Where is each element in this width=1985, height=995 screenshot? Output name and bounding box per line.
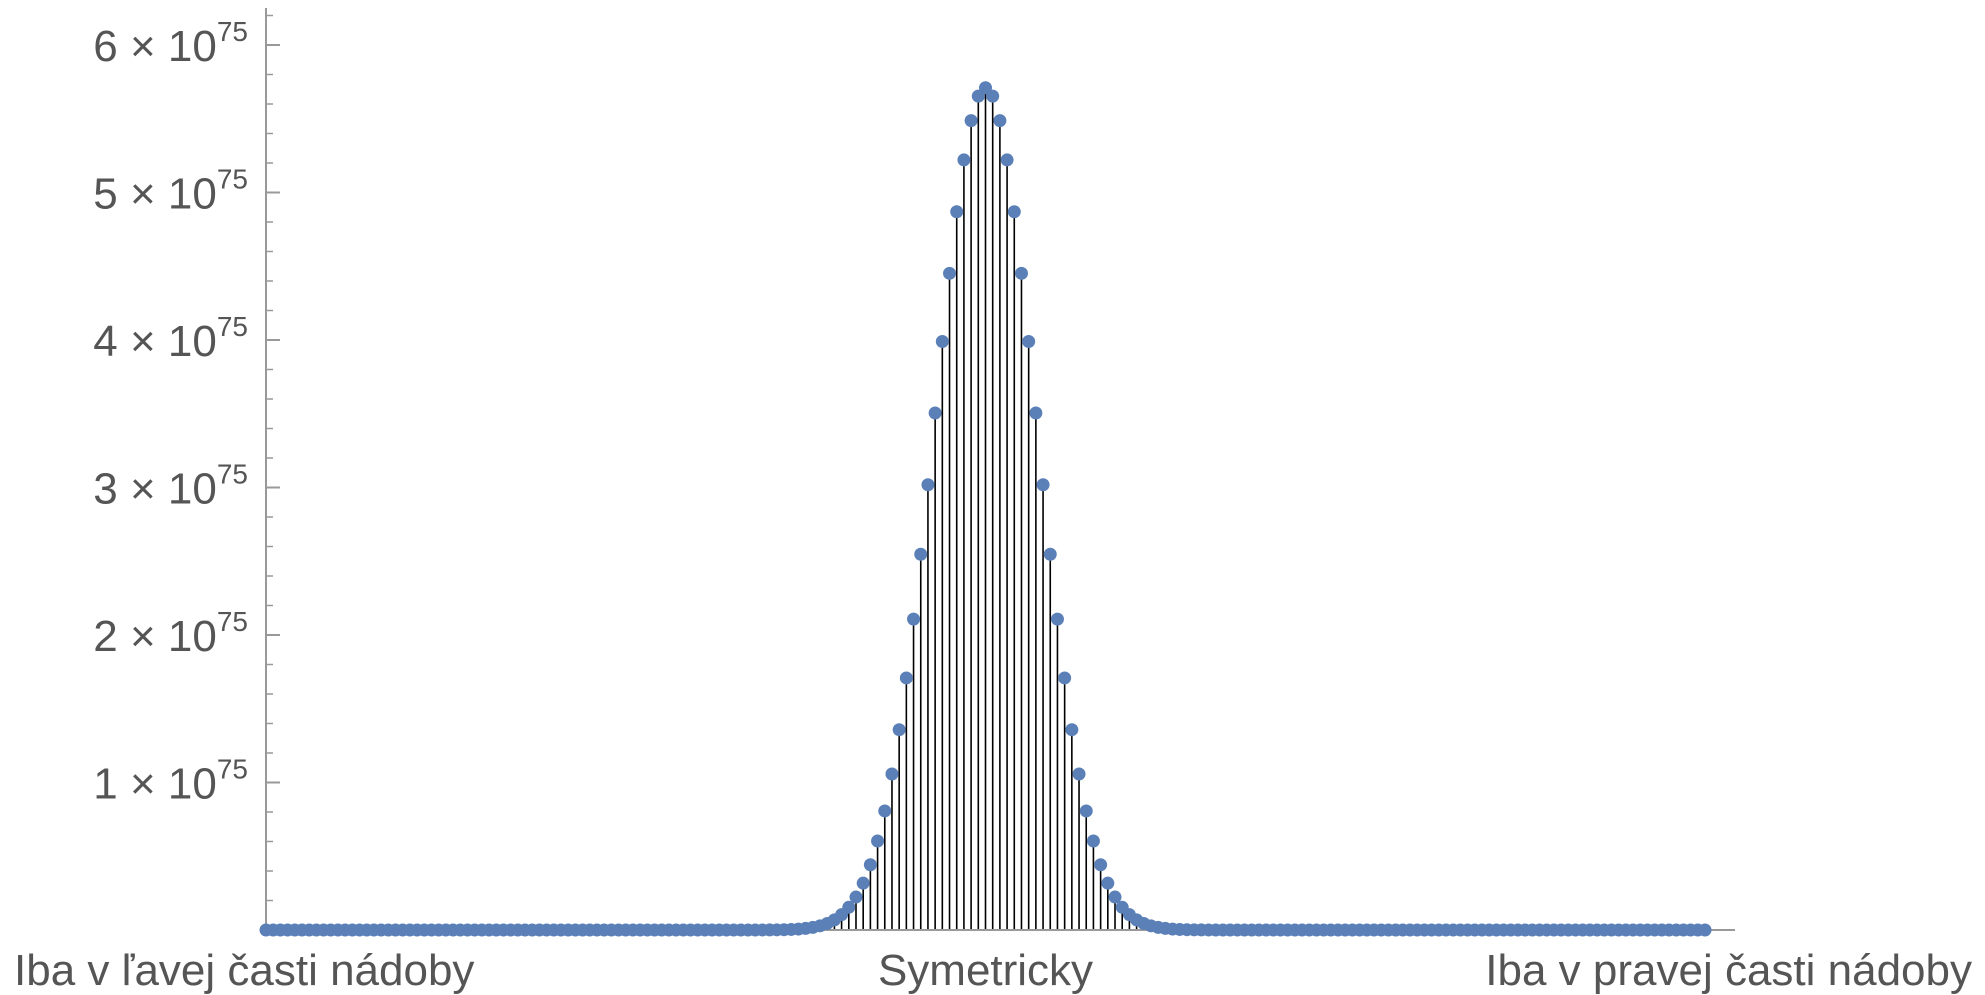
y-tick-label: 6 × 1075 xyxy=(93,16,248,71)
data-point xyxy=(892,723,906,737)
data-point xyxy=(1108,890,1122,904)
data-point xyxy=(1022,334,1036,348)
stem-lines xyxy=(790,87,1181,930)
data-point xyxy=(878,804,892,818)
data-point xyxy=(1058,671,1072,685)
x-ticks: Iba v ľavej časti nádoby Symetricky Iba v … xyxy=(14,946,1972,995)
data-point xyxy=(907,612,921,626)
data-point xyxy=(899,671,913,685)
data-point xyxy=(1072,767,1086,781)
data-point xyxy=(856,876,870,890)
data-point xyxy=(1101,876,1115,890)
y-tick-label: 2 × 1075 xyxy=(93,606,248,661)
y-tick-label: 1 × 1075 xyxy=(93,754,248,809)
x-tick-label: Iba v pravej časti nádoby xyxy=(1485,946,1972,995)
y-tick-label: 3 × 1075 xyxy=(93,459,248,514)
data-point xyxy=(1000,153,1014,167)
data-point xyxy=(1043,547,1057,561)
data-point xyxy=(914,547,928,561)
data-point xyxy=(885,767,899,781)
data-point xyxy=(1014,266,1028,280)
data-points xyxy=(259,81,1712,937)
data-point xyxy=(921,478,935,492)
data-point xyxy=(1007,205,1021,219)
data-point xyxy=(1698,923,1712,937)
data-point xyxy=(863,858,877,872)
data-point xyxy=(1094,858,1108,872)
x-tick-label: Symetricky xyxy=(878,946,1093,995)
data-point xyxy=(1086,834,1100,848)
data-point xyxy=(842,900,856,914)
y-tick-label: 5 × 1075 xyxy=(93,164,248,219)
data-point xyxy=(849,890,863,904)
data-point xyxy=(1065,723,1079,737)
data-point xyxy=(935,334,949,348)
x-tick-label: Iba v ľavej časti nádoby xyxy=(14,946,474,995)
data-point xyxy=(1036,478,1050,492)
data-point xyxy=(950,205,964,219)
data-point xyxy=(986,89,1000,103)
data-point xyxy=(1029,406,1043,420)
data-point xyxy=(871,834,885,848)
data-point xyxy=(928,406,942,420)
data-point xyxy=(1079,804,1093,818)
data-point xyxy=(943,266,957,280)
y-ticks: 1 × 1075 2 × 1075 3 × 1075 4 × 1075 5 × 1075… xyxy=(93,14,280,931)
data-point xyxy=(957,153,971,167)
y-tick-label: 4 × 1075 xyxy=(93,311,248,366)
data-point xyxy=(964,114,978,128)
data-point xyxy=(993,114,1007,128)
data-point xyxy=(1050,612,1064,626)
